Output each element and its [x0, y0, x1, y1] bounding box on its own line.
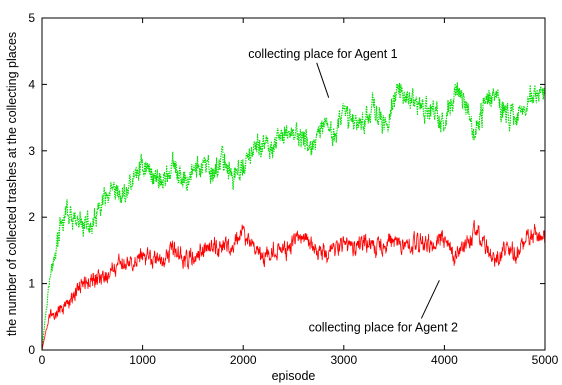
x-tick-label: 4000 [431, 353, 458, 367]
annotation-label-2: collecting place for Agent 2 [309, 320, 458, 334]
y-tick-label: 5 [28, 11, 35, 25]
annotation-leader-2 [420, 280, 440, 319]
annotation-label-1: collecting place for Agent 1 [248, 47, 397, 61]
y-axis-label: the number of collected trashes at the c… [5, 32, 19, 336]
plot-frame [41, 17, 546, 351]
ticks-layer: 0 1000 2000 3000 4000 5000 0 1 2 3 4 5 [28, 11, 558, 367]
series-line-2 [41, 219, 546, 351]
y-tick-label: 3 [28, 144, 35, 158]
y-tick-label: 1 [28, 277, 35, 291]
y-tick-label: 2 [28, 210, 35, 224]
x-tick-label: 1000 [129, 353, 156, 367]
x-axis-label: episode [272, 369, 316, 383]
series-layer [41, 82, 546, 351]
x-tick-label: 5000 [532, 353, 559, 367]
x-tick-label: 0 [39, 353, 46, 367]
x-tick-label: 2000 [230, 353, 257, 367]
annotation-leader-1 [316, 62, 330, 98]
annotation-layer: collecting place for Agent 1 collecting p… [248, 47, 458, 335]
series-line-1 [41, 82, 546, 351]
x-tick-label: 3000 [330, 353, 357, 367]
y-tick-label: 4 [28, 77, 35, 91]
y-tick-label: 0 [28, 343, 35, 357]
